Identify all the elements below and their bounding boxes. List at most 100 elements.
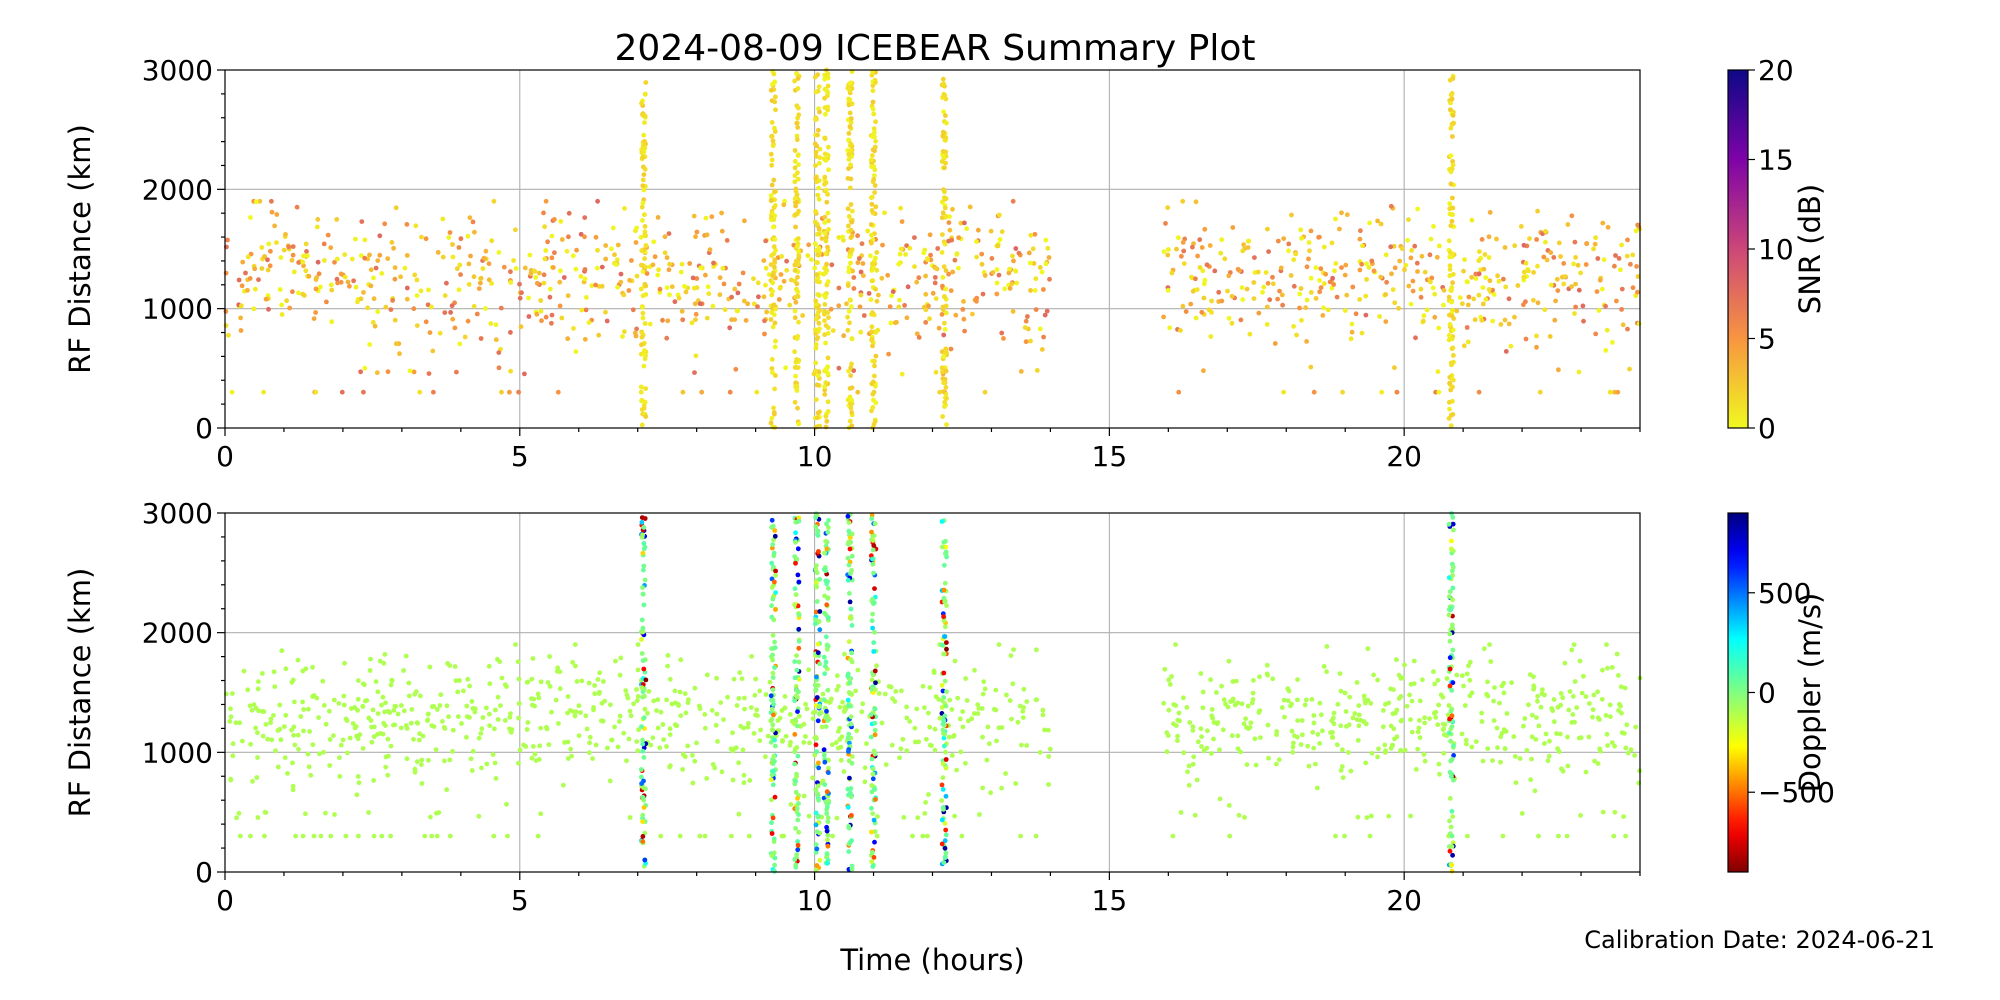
background-point (780, 738, 785, 743)
background-point (403, 653, 409, 659)
streak-point (848, 297, 853, 303)
streak-point (846, 849, 852, 854)
streak-point (795, 76, 801, 81)
background-point (1436, 325, 1442, 331)
streak-point (872, 629, 877, 635)
background-point (1369, 258, 1375, 264)
background-point (282, 755, 288, 761)
background-point (230, 691, 235, 696)
background-point (1200, 689, 1206, 695)
background-point (278, 737, 284, 743)
background-point (975, 711, 981, 716)
streak-point (639, 534, 645, 540)
background-point (1384, 279, 1389, 285)
background-point (314, 275, 319, 280)
background-point (1201, 281, 1207, 287)
streak-point (1450, 840, 1456, 846)
background-point (1466, 663, 1471, 669)
background-point (328, 282, 334, 288)
background-point (638, 234, 644, 240)
background-point (338, 279, 344, 285)
streak-point (941, 651, 947, 657)
background-point (1508, 343, 1514, 349)
background-point (999, 330, 1005, 336)
background-point (627, 277, 632, 283)
background-point (990, 270, 996, 275)
streak-point (1447, 263, 1453, 269)
background-point (778, 284, 783, 290)
background-point (1192, 812, 1198, 818)
streak-point (768, 317, 774, 322)
background-point (259, 708, 265, 714)
streak-point (817, 109, 822, 115)
background-point (1485, 679, 1490, 685)
streak-point (794, 667, 800, 673)
background-point (440, 254, 446, 260)
background-point (679, 261, 685, 267)
streak-point (639, 150, 645, 155)
background-point (742, 706, 747, 712)
background-point (259, 266, 265, 271)
axes-frame (224, 512, 1641, 873)
background-point (958, 220, 964, 226)
streak-point (773, 373, 778, 378)
background-point (1414, 260, 1420, 266)
background-point (1573, 304, 1578, 310)
streak-point (642, 256, 647, 261)
streak-point (825, 819, 831, 825)
background-point (657, 286, 663, 292)
background-point (582, 276, 588, 282)
background-point (511, 258, 516, 263)
background-point (1467, 693, 1473, 699)
background-point (1422, 720, 1428, 726)
streak-point (771, 712, 776, 718)
background-point (1013, 781, 1019, 786)
background-point (479, 726, 485, 732)
background-point (1282, 714, 1287, 720)
background-point (487, 681, 493, 687)
background-point (779, 254, 784, 259)
streak-point (869, 194, 875, 200)
streak-point (824, 811, 830, 816)
streak-point (940, 149, 946, 154)
background-point (362, 682, 367, 688)
background-point (897, 755, 902, 761)
background-point (344, 718, 350, 723)
streak-point (872, 720, 878, 726)
streak-point (772, 868, 777, 874)
streak-point (769, 706, 775, 712)
background-point (358, 253, 364, 258)
background-point (1386, 813, 1392, 819)
background-point (994, 291, 1000, 297)
background-point (1338, 768, 1344, 773)
background-point (1298, 286, 1304, 291)
background-point (1548, 282, 1554, 288)
background-point (949, 753, 955, 758)
streak-point (822, 174, 828, 180)
background-point (1619, 242, 1624, 248)
streak-point (641, 546, 647, 552)
background-point (914, 331, 920, 337)
background-point (1576, 369, 1582, 375)
background-point (804, 706, 810, 712)
background-point (1030, 246, 1036, 252)
background-point (926, 792, 931, 797)
background-point (615, 744, 621, 750)
streak-point (941, 860, 947, 865)
streak-point (772, 862, 777, 868)
background-point (1251, 280, 1257, 285)
background-point (1603, 713, 1609, 718)
background-point (549, 255, 555, 261)
background-point (1440, 694, 1446, 700)
background-point (1321, 244, 1327, 250)
background-point (543, 314, 549, 320)
background-point (1208, 334, 1214, 339)
streak-point (869, 324, 875, 330)
background-point (1463, 737, 1469, 743)
streak-point (942, 599, 947, 605)
streak-point (769, 292, 775, 298)
background-point (927, 232, 933, 238)
background-point (1281, 236, 1287, 242)
background-point (302, 293, 307, 298)
background-point (1561, 261, 1567, 266)
